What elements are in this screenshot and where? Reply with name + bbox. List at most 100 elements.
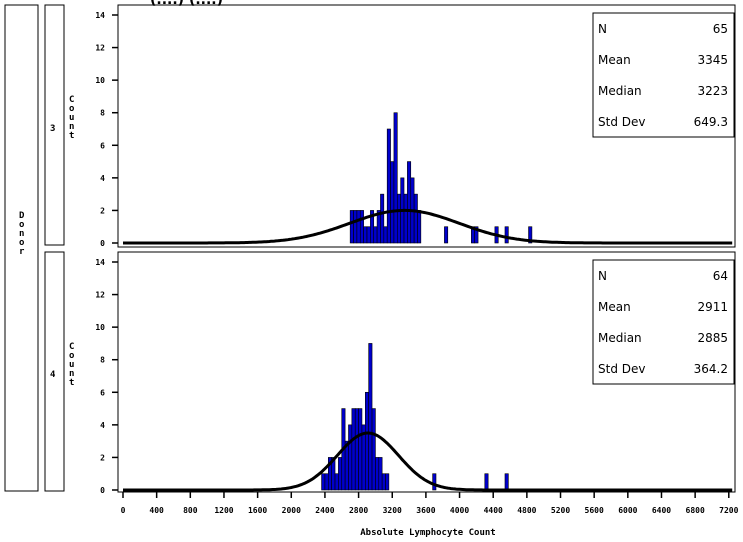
x-tick-label: 6400: [652, 506, 671, 515]
stats-box-frame: [592, 12, 735, 138]
stats-value: 364.2: [694, 362, 728, 376]
histogram-bar: [334, 473, 339, 491]
histogram-bar: [324, 473, 329, 491]
x-axis: 0 400 800 1200 1600 2000 2400 2800 3200 3600 4000 4…: [118, 491, 739, 515]
histogram-bar: [504, 226, 509, 244]
stats-value: 2911: [697, 300, 728, 314]
x-tick-label: 4000: [450, 506, 469, 515]
histogram-bar: [338, 457, 343, 491]
stats-value: 3345: [697, 53, 728, 67]
stats-value: 64: [713, 269, 728, 283]
histogram-bar: [356, 210, 361, 244]
y-tick-label: 2: [100, 453, 105, 462]
histogram-bar: [390, 161, 395, 244]
y-tick-label: 12: [95, 291, 105, 300]
x-tick-label: 3600: [416, 506, 435, 515]
histogram-bar: [358, 408, 363, 491]
histogram-bar: [321, 473, 326, 491]
histogram-bar: [380, 193, 385, 244]
histogram-bar: [349, 210, 354, 244]
y-tick-label: 8: [100, 356, 105, 365]
stats-label: Std Dev: [598, 362, 645, 376]
stats-label: Mean: [598, 300, 631, 314]
x-axis-label: Absolute Lymphocyte Count: [360, 528, 495, 538]
donor-strip: [4, 4, 39, 492]
histogram-bar: [381, 473, 386, 491]
stats-box: N 64 Mean 2911 Median 2885 Std Dev 364.2: [592, 259, 735, 385]
histogram-bar: [396, 193, 401, 244]
histogram-bar: [504, 473, 509, 491]
panel-4-strip: [44, 251, 65, 492]
y-tick-label: 0: [100, 486, 105, 495]
stats-value: 65: [713, 22, 728, 36]
histogram-bar: [365, 391, 369, 491]
histogram-bar: [528, 226, 533, 244]
y-tick-label: 8: [100, 109, 105, 118]
histogram-bar: [444, 226, 449, 244]
stats-box: N 65 Mean 3345 Median 3223 Std Dev 649.3: [592, 12, 735, 138]
panel-3-label: 3: [50, 124, 55, 134]
stats-value: 649.3: [694, 115, 728, 129]
histogram-bar: [385, 473, 390, 491]
histogram-bar: [373, 226, 378, 244]
y-tick-label: 6: [100, 388, 105, 397]
histogram-bar: [348, 424, 353, 491]
histogram-bar: [366, 226, 371, 244]
x-tick-label: 5200: [551, 506, 570, 515]
histogram-bar: [354, 408, 359, 491]
y-tick-label: 4: [100, 174, 105, 183]
y-tick-label: 0: [100, 239, 105, 248]
panel-4-plot: 0 2 4 6 8 10 12 14 N 64 Mean 2911 Median 2885 Std Dev 3…: [95, 258, 735, 495]
y-tick-label: 6: [100, 141, 105, 150]
x-tick-label: 1600: [248, 506, 267, 515]
x-tick-label: 0: [121, 506, 126, 515]
stats-label: Std Dev: [598, 115, 645, 129]
x-tick-label: 6800: [686, 506, 705, 515]
histogram-bar: [484, 473, 489, 491]
top-cut-text: (....) (....): [150, 0, 223, 8]
stats-label: Median: [598, 84, 642, 98]
y-tick-label: 14: [95, 258, 105, 267]
histogram-bar: [378, 457, 383, 491]
histogram-bar: [393, 112, 398, 244]
x-tick-label: 5600: [585, 506, 604, 515]
x-tick-label: 3200: [383, 506, 402, 515]
stats-label: N: [598, 22, 607, 36]
histogram-bar: [351, 408, 356, 491]
histogram-bar: [417, 210, 422, 244]
x-tick-label: 1200: [214, 506, 233, 515]
stats-label: Mean: [598, 53, 631, 67]
panel-3-strip: [44, 4, 65, 246]
y-tick-label: 10: [95, 323, 105, 332]
stats-label: N: [598, 269, 607, 283]
x-tick-label: 2000: [282, 506, 301, 515]
histogram-bar: [383, 226, 388, 244]
x-tick-label: 400: [149, 506, 164, 515]
x-tick-label: 4800: [517, 506, 536, 515]
histogram-bar: [353, 210, 358, 244]
panel-4-label: 4: [50, 370, 56, 380]
panel-3-plot: 0 2 4 6 8 10 12 14 N 65 Mean 3345 Median 3223 Std Dev 6…: [95, 11, 735, 248]
x-tick-label: 4400: [484, 506, 503, 515]
stats-value: 2885: [697, 331, 728, 345]
y-tick-label: 10: [95, 76, 105, 85]
stats-label: Median: [598, 331, 642, 345]
histogram-bar: [403, 193, 408, 244]
histogram-bar: [474, 226, 479, 244]
histogram-bar: [413, 193, 418, 244]
histogram-bar: [432, 473, 437, 491]
y-tick-label: 4: [100, 421, 105, 430]
panel-3-frame: [117, 4, 736, 248]
stats-value: 3223: [697, 84, 728, 98]
histogram-bar: [371, 408, 376, 491]
x-tick-label: 6000: [618, 506, 637, 515]
y-tick-label: 2: [100, 206, 105, 215]
stats-box-frame: [592, 259, 735, 385]
y-tick-label: 14: [95, 11, 105, 20]
histogram-bar: [375, 457, 380, 491]
histogram-bar: [386, 128, 391, 244]
